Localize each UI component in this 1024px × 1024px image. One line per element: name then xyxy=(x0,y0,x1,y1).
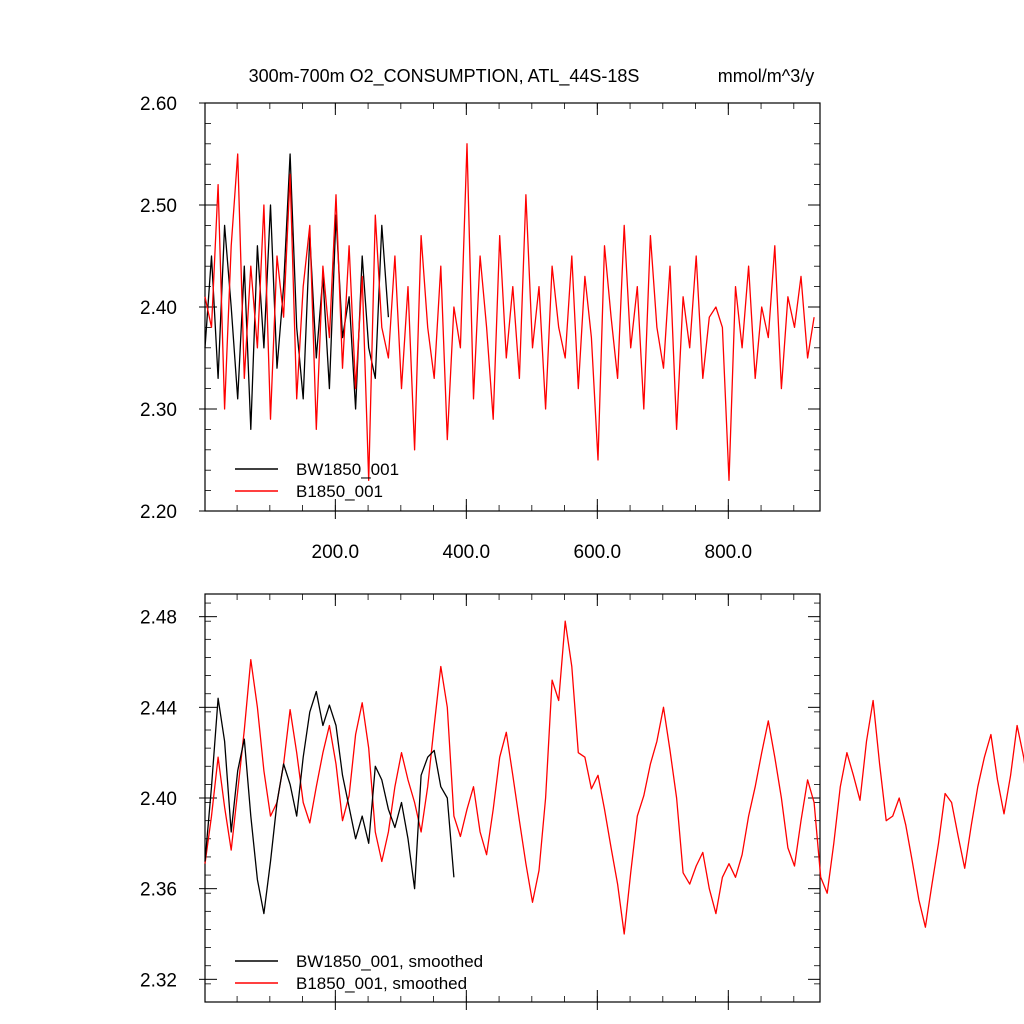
x-tick-label: 600.0 xyxy=(574,542,622,563)
y-tick-label: 2.60 xyxy=(140,94,177,115)
bottom-plot-frame xyxy=(204,593,821,1003)
top-series-line-b1850-001 xyxy=(204,143,815,482)
top-y-tick-labels: 2.20 2.30 2.40 2.50 2.60 xyxy=(140,94,177,523)
legend-label-bw1850: BW1850_001 xyxy=(296,460,399,479)
bottom-y-tick-labels: 2.32 2.36 2.40 2.44 2.48 xyxy=(140,608,177,992)
x-tick-label: 200.0 xyxy=(312,542,360,563)
top-x-tick-labels: 200.0 400.0 600.0 800.0 xyxy=(312,542,753,563)
chart-title: 300m-700m O2_CONSUMPTION, ATL_44S-18S xyxy=(249,66,640,87)
bottom-axis-ticks xyxy=(199,594,820,1010)
legend-label-bw1850-smoothed: BW1850_001, smoothed xyxy=(296,952,483,971)
units-label: mmol/m^3/y xyxy=(718,66,814,86)
x-tick-label: 800.0 xyxy=(705,542,753,563)
y-tick-label: 2.32 xyxy=(140,970,177,991)
y-tick-label: 2.20 xyxy=(140,502,177,523)
bottom-panel: 2.32 2.36 2.40 2.44 2.48 BW1850_001, smoothe… xyxy=(140,593,1024,1010)
bottom-series-line-bw1850-001-smoothed xyxy=(204,690,455,915)
x-tick-label: 400.0 xyxy=(443,542,491,563)
top-series-lines xyxy=(204,143,815,482)
top-legend: BW1850_001 B1850_001 xyxy=(235,460,399,501)
bottom-series-line-b1850-001-smoothed xyxy=(204,620,1024,935)
y-tick-label: 2.50 xyxy=(140,196,177,217)
legend-label-b1850-smoothed: B1850_001, smoothed xyxy=(296,974,467,993)
y-tick-label: 2.36 xyxy=(140,880,177,901)
top-axis-ticks xyxy=(199,102,820,519)
y-tick-label: 2.44 xyxy=(140,698,177,719)
legend-label-b1850: B1850_001 xyxy=(296,482,383,501)
y-tick-label: 2.40 xyxy=(140,789,177,810)
y-tick-label: 2.40 xyxy=(140,298,177,319)
y-tick-label: 2.30 xyxy=(140,400,177,421)
bottom-legend: BW1850_001, smoothed B1850_001, smoothed xyxy=(235,952,483,993)
bottom-series-lines xyxy=(204,620,1024,935)
y-tick-label: 2.48 xyxy=(140,608,177,629)
top-panel: 300m-700m O2_CONSUMPTION, ATL_44S-18S mm… xyxy=(140,66,821,563)
